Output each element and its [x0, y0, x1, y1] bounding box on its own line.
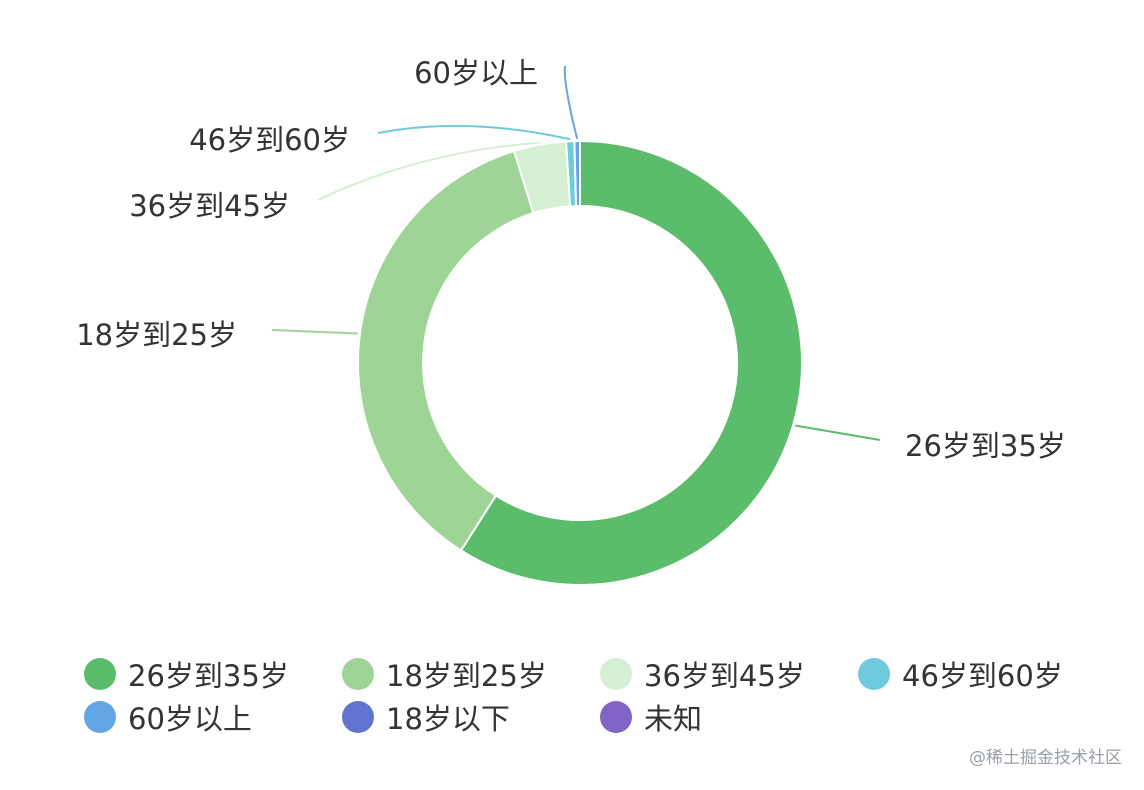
legend-label: 未知	[644, 702, 703, 736]
legend-item-2[interactable]: 18岁到25岁	[342, 652, 547, 696]
leader-line-5	[563, 65, 579, 140]
leader-line-1	[794, 424, 881, 441]
leader-line-3	[317, 141, 540, 201]
legend-label: 36岁到45岁	[644, 659, 805, 693]
legend-label: 26岁到35岁	[128, 659, 289, 693]
legend-label: 18岁到25岁	[386, 659, 547, 693]
slice-5[interactable]	[573, 139, 581, 208]
slice-label-3: 36岁到45岁	[129, 189, 290, 223]
watermark: @稀土掘金技术社区	[969, 748, 1122, 768]
legend-swatch	[342, 701, 374, 733]
legend-item-5[interactable]: 60岁以上	[84, 695, 252, 739]
legend-swatch	[600, 658, 632, 690]
legend-item-4[interactable]: 46岁到60岁	[858, 652, 1063, 696]
slice-labels: 26岁到35岁 18岁到25岁 36岁到45岁 46岁到60岁 60岁以上	[76, 56, 1066, 463]
donut-slices	[357, 139, 803, 586]
legend-label: 46岁到60岁	[902, 659, 1063, 693]
legend-swatch	[342, 658, 374, 690]
legend-item-7[interactable]: 未知	[600, 695, 702, 739]
slice-2[interactable]	[357, 149, 535, 552]
slice-label-4: 46岁到60岁	[189, 123, 350, 157]
legend-item-3[interactable]: 36岁到45岁	[600, 652, 805, 696]
slice-label-5: 60岁以上	[414, 56, 538, 90]
legend-item-1[interactable]: 26岁到35岁	[84, 652, 289, 696]
leader-line-2	[271, 329, 358, 335]
leader-line-4	[377, 124, 571, 141]
donut-chart: 26岁到35岁 18岁到25岁 36岁到45岁 46岁到60岁 60岁以上	[76, 56, 1066, 586]
legend-swatch	[84, 658, 116, 690]
legend-swatch	[600, 701, 632, 733]
legend-swatch	[858, 658, 890, 690]
legend-label: 18岁以下	[386, 702, 510, 736]
legend-swatch	[84, 701, 116, 733]
label-leader-lines	[271, 65, 881, 441]
slice-label-2: 18岁到25岁	[76, 318, 237, 352]
legend-label: 60岁以上	[128, 702, 252, 736]
slice-1[interactable]	[459, 139, 803, 586]
legend-item-6[interactable]: 18岁以下	[342, 695, 510, 739]
slice-label-1: 26岁到35岁	[905, 429, 1066, 463]
